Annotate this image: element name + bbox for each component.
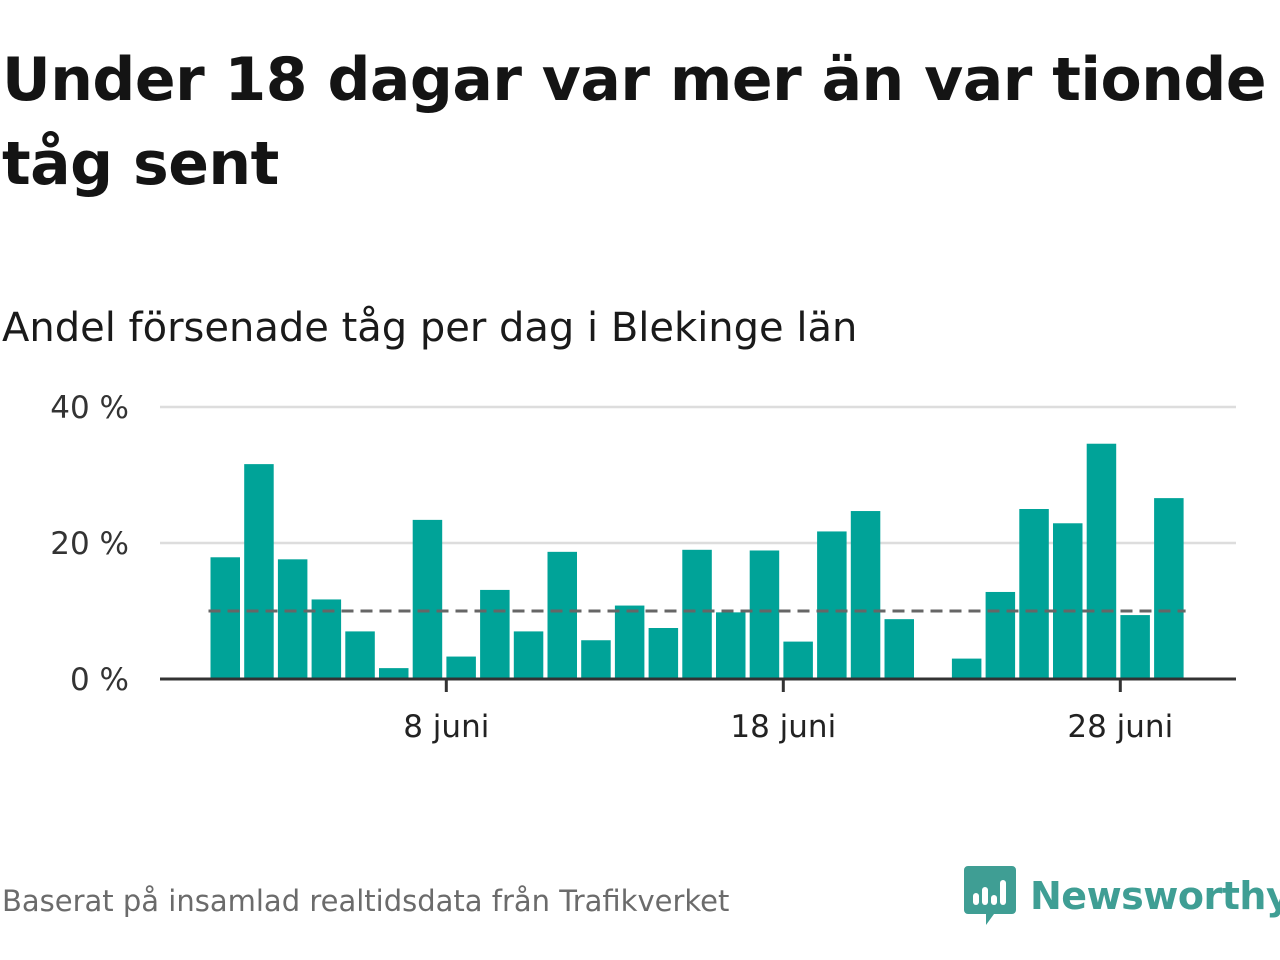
bar <box>379 668 409 679</box>
bar <box>1086 443 1117 679</box>
bar <box>547 551 577 679</box>
bar <box>749 550 780 679</box>
bar <box>446 656 476 679</box>
axes: 0 % 20 % 40 % 8 juni 18 juni 28 juni <box>50 390 1236 745</box>
bar <box>345 631 375 679</box>
bar-chart: 0 % 20 % 40 % 8 juni 18 juni 28 juni <box>50 390 1236 745</box>
bar <box>277 559 308 679</box>
chart-title: Under 18 dagar var mer än var tionde tåg… <box>2 45 1267 199</box>
bar <box>244 464 274 679</box>
bar <box>783 641 813 679</box>
bar <box>1120 615 1150 679</box>
brand-name: Newsworthy <box>1030 874 1280 918</box>
bar <box>682 549 712 679</box>
bar <box>817 531 847 679</box>
y-tick-label: 40 % <box>50 390 129 426</box>
chart-subtitle: Andel försenade tåg per dag i Blekinge l… <box>2 305 858 351</box>
brand-logo[interactable]: Newsworthy <box>964 864 1280 928</box>
bar <box>716 612 746 679</box>
bar <box>311 599 342 679</box>
bar <box>480 589 510 679</box>
source-note: Baserat på insamlad realtidsdata från Tr… <box>2 884 730 918</box>
y-tick-label: 0 % <box>70 662 129 698</box>
bar <box>210 557 240 679</box>
bar <box>951 658 982 679</box>
bar <box>412 519 443 679</box>
bar <box>850 511 881 679</box>
bar <box>581 640 611 679</box>
grid-lines <box>160 405 1236 545</box>
bar <box>648 628 679 679</box>
bar <box>884 619 914 679</box>
x-tick-label: 18 juni <box>730 709 836 745</box>
bar <box>1019 509 1049 679</box>
y-tick-label: 20 % <box>50 526 129 562</box>
bar <box>1154 498 1184 679</box>
bar <box>513 631 544 679</box>
x-tick-label: 8 juni <box>403 709 489 745</box>
x-tick-label: 28 juni <box>1067 709 1173 745</box>
bar <box>985 591 1016 679</box>
bar <box>614 605 645 679</box>
newsworthy-logo-icon <box>964 866 1016 925</box>
bars <box>210 443 1184 679</box>
bar <box>1053 523 1083 679</box>
